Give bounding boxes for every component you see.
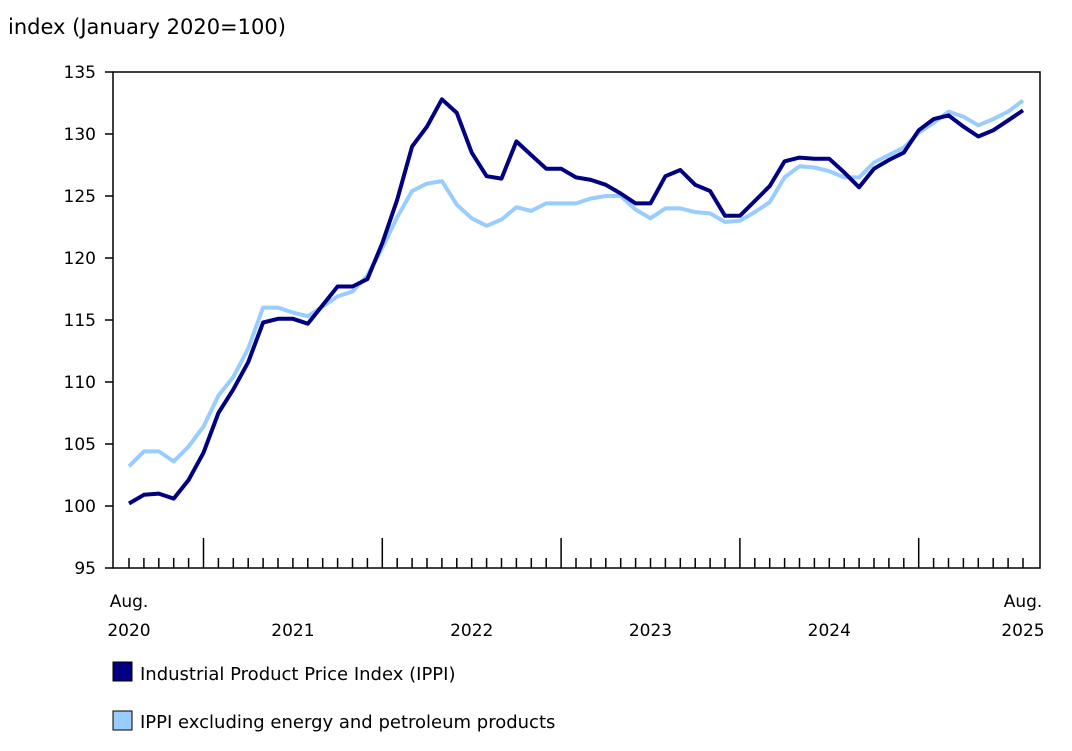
y-tick-label: 95 (74, 559, 96, 579)
x-axis: Aug. 2020 2021 2022 2023 2024 Aug. 2025 (107, 538, 1045, 641)
y-tick-label: 130 (64, 125, 96, 145)
legend: Industrial Product Price Index (IPPI) IP… (112, 661, 555, 733)
y-tick-label: 125 (64, 187, 96, 207)
x-tick-label: 2024 (808, 621, 851, 641)
y-tick-label: 135 (64, 63, 96, 83)
y-tick-label: 115 (64, 311, 96, 331)
series-lines (127, 97, 1025, 506)
y-axis-title: index (January 2020=100) (8, 15, 286, 39)
y-axis: 95 100 105 110 115 120 125 130 135 (64, 63, 113, 579)
x-tick-label: Aug. (1004, 592, 1043, 612)
y-tick-label: 100 (64, 497, 96, 517)
x-tick-label: Aug. (110, 592, 149, 612)
x-tick-label: 2025 (1001, 621, 1044, 641)
y-tick-label: 105 (64, 435, 96, 455)
x-tick-label: 2022 (450, 621, 493, 641)
x-tick-label: 2021 (271, 621, 314, 641)
legend-label-ippi: Industrial Product Price Index (IPPI) (140, 664, 455, 685)
legend-swatch-ippi-excl (112, 710, 133, 731)
x-tick-label: 2023 (629, 621, 672, 641)
y-tick-label: 110 (64, 373, 96, 393)
legend-swatch-ippi (112, 661, 133, 682)
legend-label-ippi-excl: IPPI excluding energy and petroleum prod… (140, 712, 555, 733)
y-tick-label: 120 (64, 249, 96, 269)
x-tick-label: 2020 (107, 621, 150, 641)
series-line-ippi-excl (127, 98, 1025, 468)
plot-frame (112, 71, 1041, 569)
series-line-ippi (127, 97, 1025, 506)
